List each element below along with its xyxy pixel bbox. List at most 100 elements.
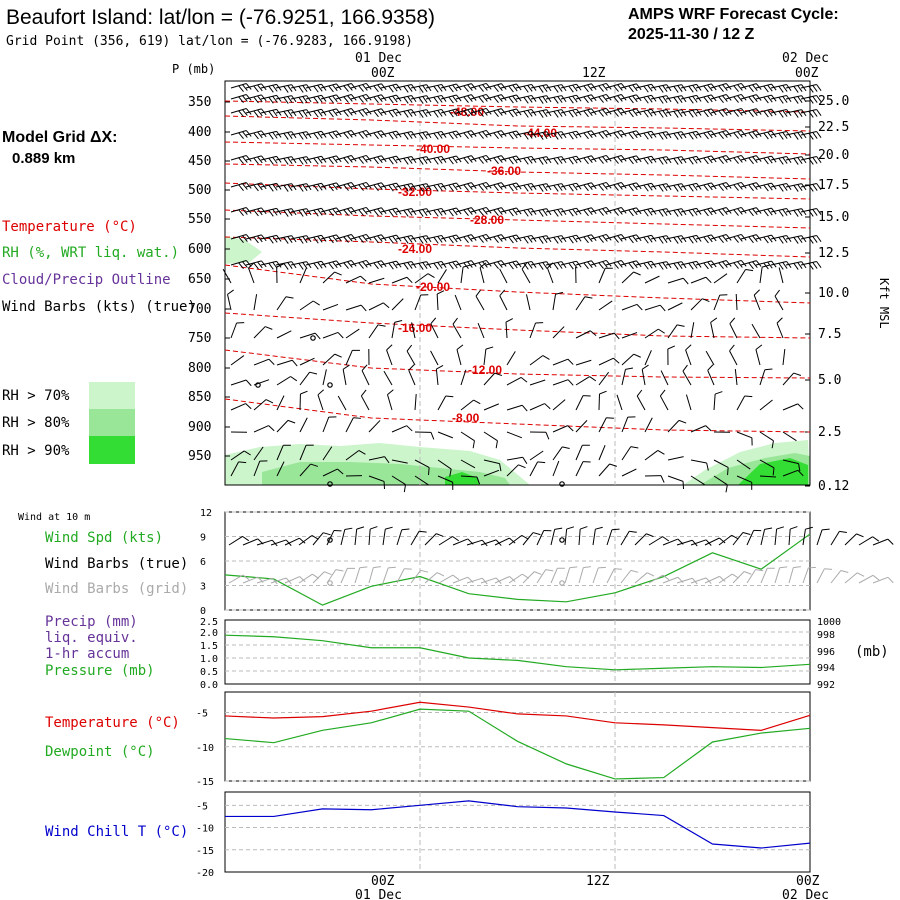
wind-barb	[552, 460, 560, 477]
wind-barb	[552, 446, 563, 461]
wind-barb-flag	[523, 132, 529, 140]
wind-barb-flag	[381, 94, 387, 101]
wind-barb-flag	[632, 261, 638, 269]
wind-barb-flag	[478, 96, 484, 103]
wind-barb-flag	[272, 95, 278, 103]
wind-barb-flag	[643, 96, 649, 104]
temperature-contour	[224, 115, 811, 132]
wind-barb-flag	[328, 184, 334, 192]
wind-barb-flag	[555, 291, 564, 295]
wind-barb	[227, 294, 232, 311]
wind-barb-flag	[703, 85, 709, 93]
dewpoint-label: Dewpoint (°C)	[45, 744, 155, 760]
wind-barb-flag	[470, 83, 477, 90]
wind-barb-flag	[753, 289, 760, 296]
wind-barb-flag	[342, 364, 350, 370]
wind-barb-flag	[253, 96, 259, 104]
wind-barb-flag	[707, 183, 713, 191]
wind-barb-flag	[436, 290, 445, 295]
wind-barb-flag	[384, 456, 390, 464]
wind-barb	[552, 379, 569, 386]
wind-barb-flag	[313, 85, 319, 93]
surface-wind-barb-true	[508, 534, 523, 546]
wind-barb-flag	[748, 157, 754, 165]
wind-barb-flag	[733, 262, 739, 269]
wind-barb-flag	[756, 155, 762, 162]
wind-barb-flag	[816, 183, 822, 190]
surface-wind-barb-grid	[564, 567, 571, 584]
wind-barb-flag	[778, 157, 784, 165]
wind-barb-flag	[337, 468, 344, 475]
wind-barb-flag	[812, 110, 818, 117]
wind-barb-flag	[462, 264, 471, 268]
wind-barb	[736, 269, 746, 284]
wind-barb-flag	[628, 110, 634, 118]
wind-barb	[391, 276, 408, 284]
wind-barb	[598, 445, 606, 461]
wind-barb-flag	[313, 209, 319, 217]
wind-barb-flag	[482, 183, 488, 190]
wind-barb-flag	[620, 234, 627, 241]
temperature-contour	[224, 349, 811, 379]
rh90-region	[738, 458, 808, 485]
temperature-contour-label: -16.00	[398, 321, 432, 335]
wind-barb-flag	[298, 185, 304, 192]
wind-barb	[395, 109, 412, 114]
wind-barb	[759, 267, 763, 284]
wind-barb	[685, 394, 692, 411]
station-title: Beaufort Island: lat/lon = (-76.9251, 16…	[6, 6, 435, 29]
wind-barb-flag	[283, 263, 289, 270]
wind-barb	[552, 425, 568, 433]
temperature-contour-label: -20.00	[416, 280, 450, 294]
wind-barb-flag	[328, 110, 334, 118]
wind-barb-flag	[287, 236, 293, 243]
surface-wind-barb-true-flag	[271, 539, 278, 547]
wind-barb-flag	[373, 85, 379, 93]
surface-wind-barb-true	[494, 537, 510, 546]
wind-barb-flag	[605, 130, 612, 137]
wind-barb	[299, 357, 315, 366]
wind-barb-flag	[722, 95, 728, 102]
wind-barb-flag	[722, 84, 728, 91]
precip-tick: 1.0	[200, 654, 218, 665]
precip-tick: 2.5	[200, 617, 218, 628]
wind-barb-flag	[467, 131, 473, 138]
wind-barb-flag	[347, 208, 353, 215]
wind-barb-flag	[745, 268, 754, 272]
surface-wind-barb-grid-flag	[509, 576, 516, 582]
surface-wind-barb-grid-flag	[691, 577, 698, 585]
wind-barb-flag	[302, 157, 308, 164]
wind-barb-flag	[433, 110, 439, 118]
wind-barb-flag	[467, 235, 473, 242]
surface-wind-barb-true-flag	[776, 526, 785, 530]
wind-barb-flag	[418, 111, 424, 118]
wind-barb-flag	[268, 262, 274, 270]
surface-wind-barb-true-flag	[611, 528, 620, 531]
wind-barb-flag	[403, 157, 409, 165]
wind-barb-flag	[692, 261, 698, 269]
surface-wind-barb-grid	[872, 576, 889, 584]
pressure-tick: 550	[188, 212, 211, 227]
wind-barb	[299, 268, 307, 284]
wind-barb-flag	[557, 184, 563, 191]
wind-barb	[506, 464, 519, 477]
precip-tick: 0.5	[200, 667, 218, 678]
wind-barb	[437, 459, 452, 470]
wind-barb-flag	[242, 235, 248, 242]
wind-barb-flag	[643, 262, 649, 270]
wind-barb-flag	[287, 85, 293, 92]
wind-barb-flag	[798, 463, 801, 472]
wind-barb-flag	[568, 96, 574, 104]
wind-barb-flag	[677, 96, 683, 103]
rh90-region	[445, 472, 480, 485]
wind-barb	[479, 267, 485, 284]
wind-barb-flag	[557, 262, 563, 269]
wind-barb-flag	[793, 111, 799, 118]
wind-barb-flag	[538, 133, 544, 140]
wind-barb-flag	[283, 133, 289, 140]
top-date-1: 01 Dec	[355, 51, 402, 66]
wind-barb-flag	[242, 109, 248, 116]
wind-barb-flag	[360, 389, 367, 397]
wind-barb-flag	[632, 95, 638, 103]
wind-barb-flag	[334, 353, 342, 358]
